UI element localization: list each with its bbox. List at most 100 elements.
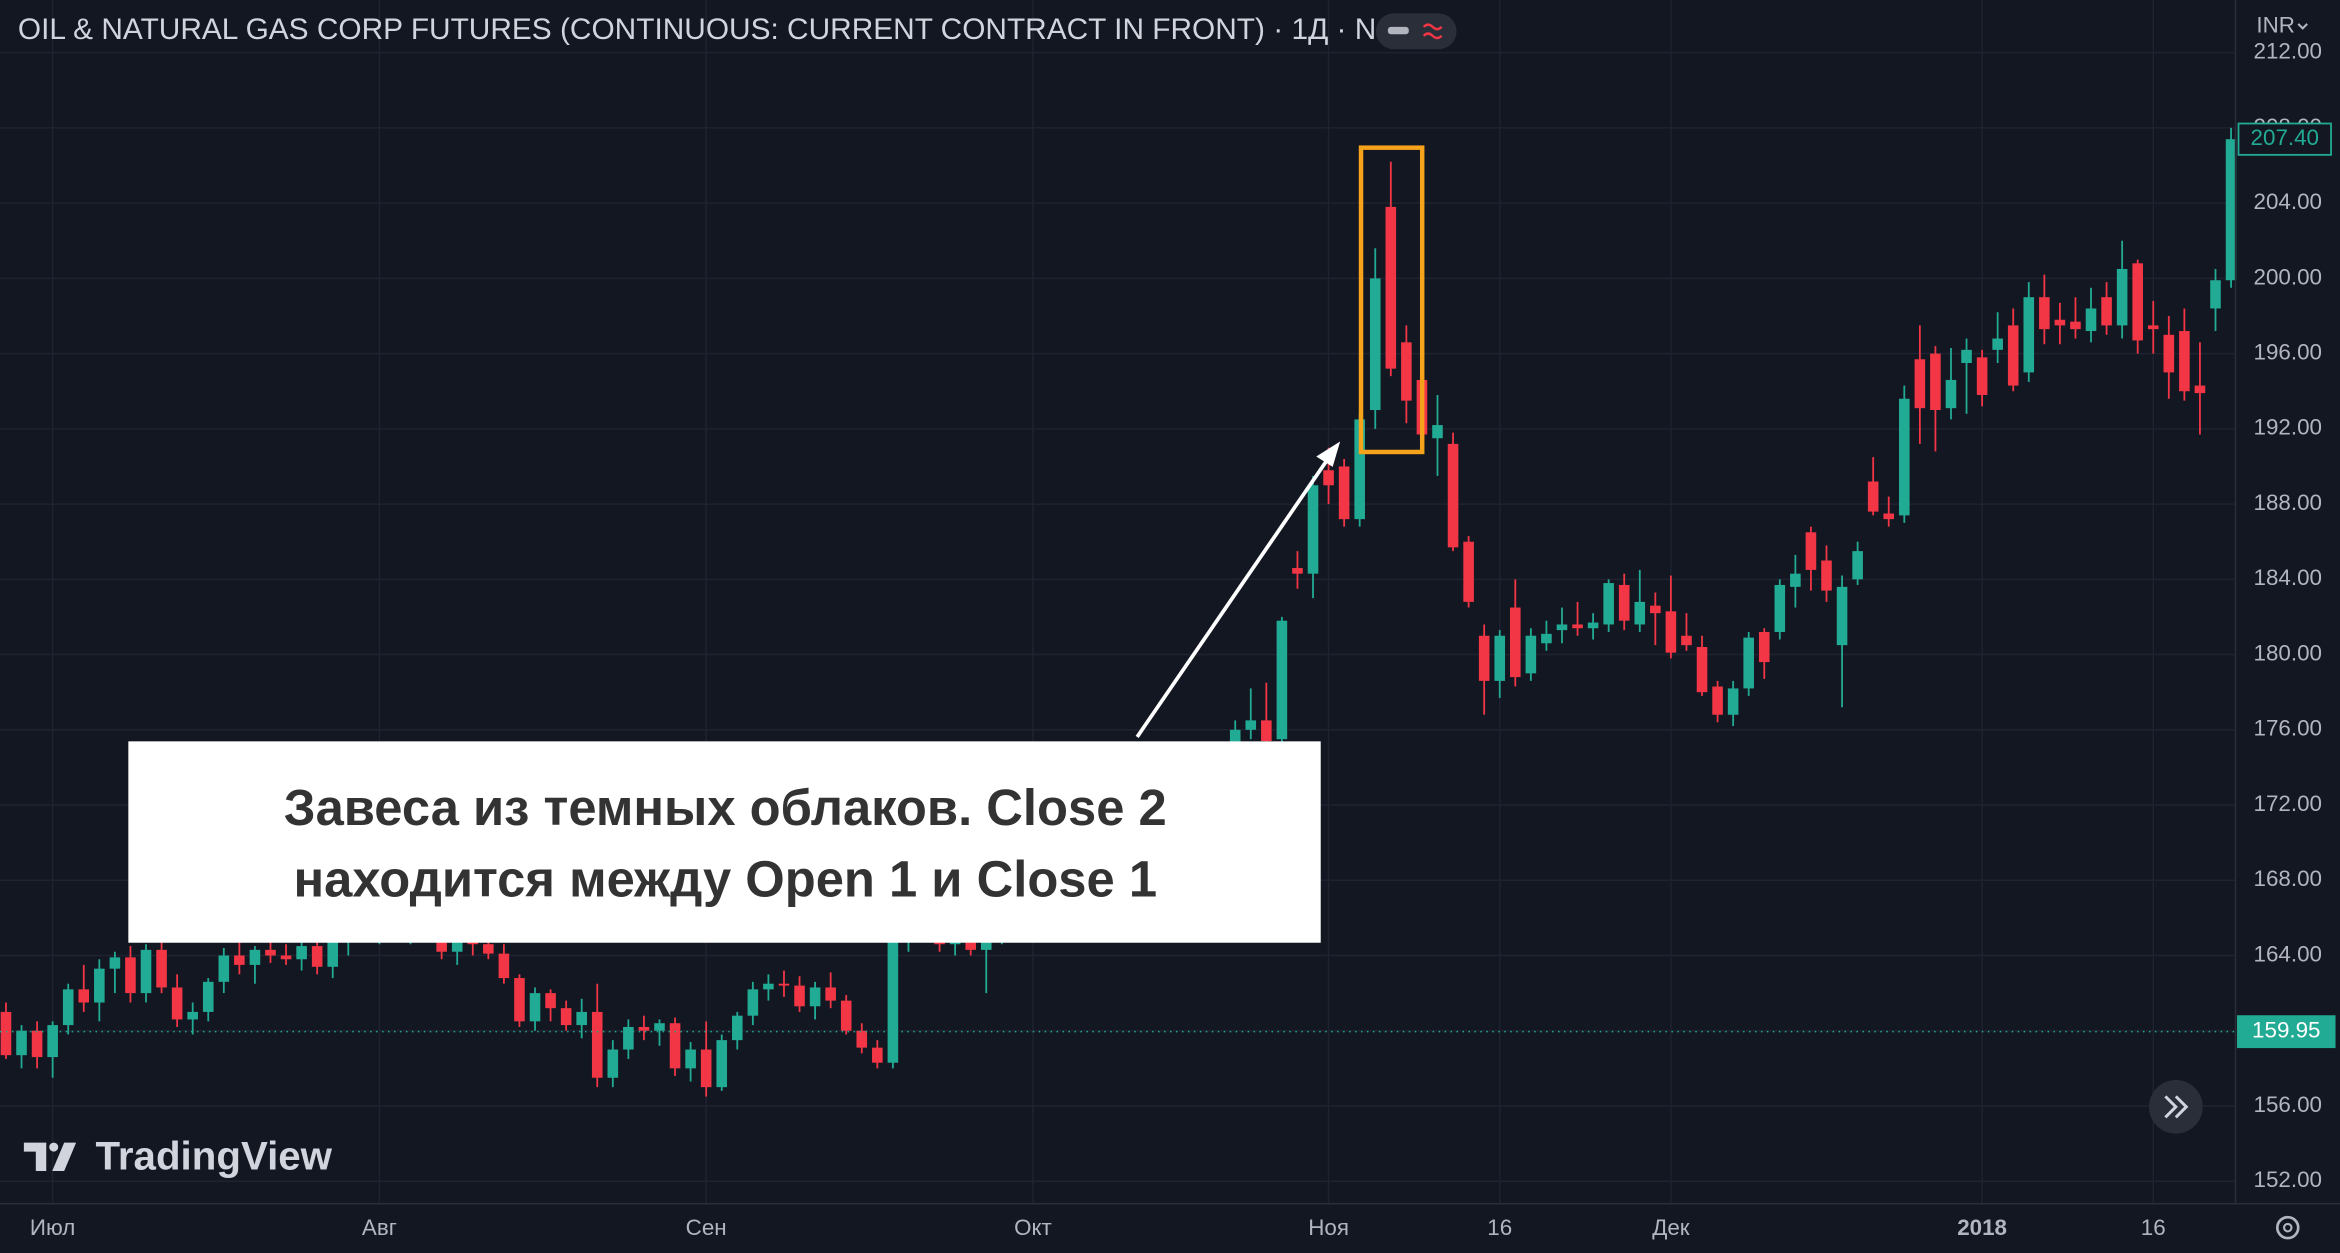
candle-body [1369,278,1381,411]
candle-body [965,938,976,950]
candle-body [529,993,541,1022]
candle-body [78,989,90,1003]
candle-body [1899,398,1910,516]
candle-body [2007,325,2019,386]
scroll-button-icon[interactable] [2164,1095,2189,1119]
candle-body [2194,385,2206,394]
candle-body [1307,485,1319,574]
candle-body [109,957,121,969]
candle-body [1463,541,1474,602]
y-tick-label: 192.00 [2254,415,2322,440]
candle-body [2116,268,2128,326]
settings-icon[interactable] [2275,1215,2300,1240]
arrow-head [1316,441,1341,467]
candle-body [2039,297,2050,330]
candle-body [872,1047,883,1063]
candle-body [2179,331,2190,392]
candle-body [1867,481,1879,512]
candle-body [763,983,774,990]
candle-body [1992,338,2003,350]
candle-body [1525,635,1537,674]
candle-body [1883,513,1895,520]
x-tick-label: 16 [2141,1215,2166,1240]
candle-body [2163,334,2175,373]
y-tick-label: 212.00 [2254,39,2322,64]
candle-body [16,1030,27,1056]
candle-body [280,955,292,960]
currency[interactable]: INR [2256,13,2295,38]
candle-body [980,936,992,950]
candle-body [1821,560,1832,591]
candle-body [125,957,136,994]
x-tick-label: Окт [1014,1215,1052,1240]
candle-body [1712,686,1723,715]
candle-body [296,946,307,960]
highlight-box [1358,145,1425,455]
candle-body [1385,206,1397,369]
last-price-label: 207.40 [2251,125,2319,150]
candle-body [1587,622,1599,629]
candle-body [1650,605,1661,614]
candle-body [591,1011,603,1078]
price-label: 159.95 [2252,1018,2320,1043]
toggle[interactable] [1375,13,1457,50]
candle-body [794,985,805,1007]
toggle-icon[interactable] [1387,26,1409,35]
candle-body [1914,359,1926,409]
chart-title: OIL & NATURAL GAS CORP FUTURES (CONTINUO… [18,13,1416,46]
candle-body [1665,611,1677,653]
candle-body [1541,633,1552,644]
candle-body [311,946,323,967]
x-tick-label: Сен [686,1215,727,1240]
candle-body [1930,353,1941,411]
logo-icon [49,1142,59,1152]
candle-body [2101,297,2112,326]
y-tick-label: 188.00 [2254,490,2322,515]
candle-body [1727,688,1739,715]
candle-body [62,989,74,1026]
candle-body [1836,586,1848,646]
candle-body [171,987,183,1020]
candle-body [451,940,463,952]
settings[interactable] [2275,1215,2300,1240]
candle-body [1681,635,1692,646]
candle-body [2054,319,2066,326]
candle-body [1696,647,1708,693]
candle-body [1961,349,1972,364]
candle-body [732,1015,743,1041]
candle-body [47,1025,58,1058]
candle-body [1572,624,1583,629]
candle-body [1945,379,1957,409]
candle-body [1261,720,1272,742]
toggle-icon[interactable] [1422,23,1443,40]
candle-body [2210,280,2221,309]
candle-body [1603,583,1614,625]
settings-icon[interactable] [2282,1222,2293,1233]
candle-body [2085,308,2097,332]
x-tick-label: Ноя [1308,1215,1349,1240]
chevron[interactable] [2297,23,2308,30]
candle-body [202,981,214,1012]
candle-body [1618,584,1630,621]
y-axis: 152.00156.00160.00164.00168.00172.00176.… [2237,39,2336,1192]
candle-body [887,940,899,1063]
y-tick-label: 180.00 [2254,640,2322,665]
x-axis: Июл Авг Сен Окт Ноя 16 Дек 2018 16 [30,1215,2166,1240]
candle-body [778,983,790,986]
candle-body [2132,263,2143,341]
candle-body [607,1049,619,1078]
candle-body [31,1030,43,1058]
candle-body [1323,470,1334,486]
candle-body [623,1026,634,1050]
candle-body [747,989,759,1016]
scroll-button[interactable] [2148,1079,2203,1134]
toggle-bg[interactable] [1375,13,1457,50]
candle-body [856,1030,868,1048]
candle-body [1556,624,1568,631]
candle-body [1634,601,1646,625]
last-price-box [2237,122,2332,156]
candle-body [1852,551,1863,580]
